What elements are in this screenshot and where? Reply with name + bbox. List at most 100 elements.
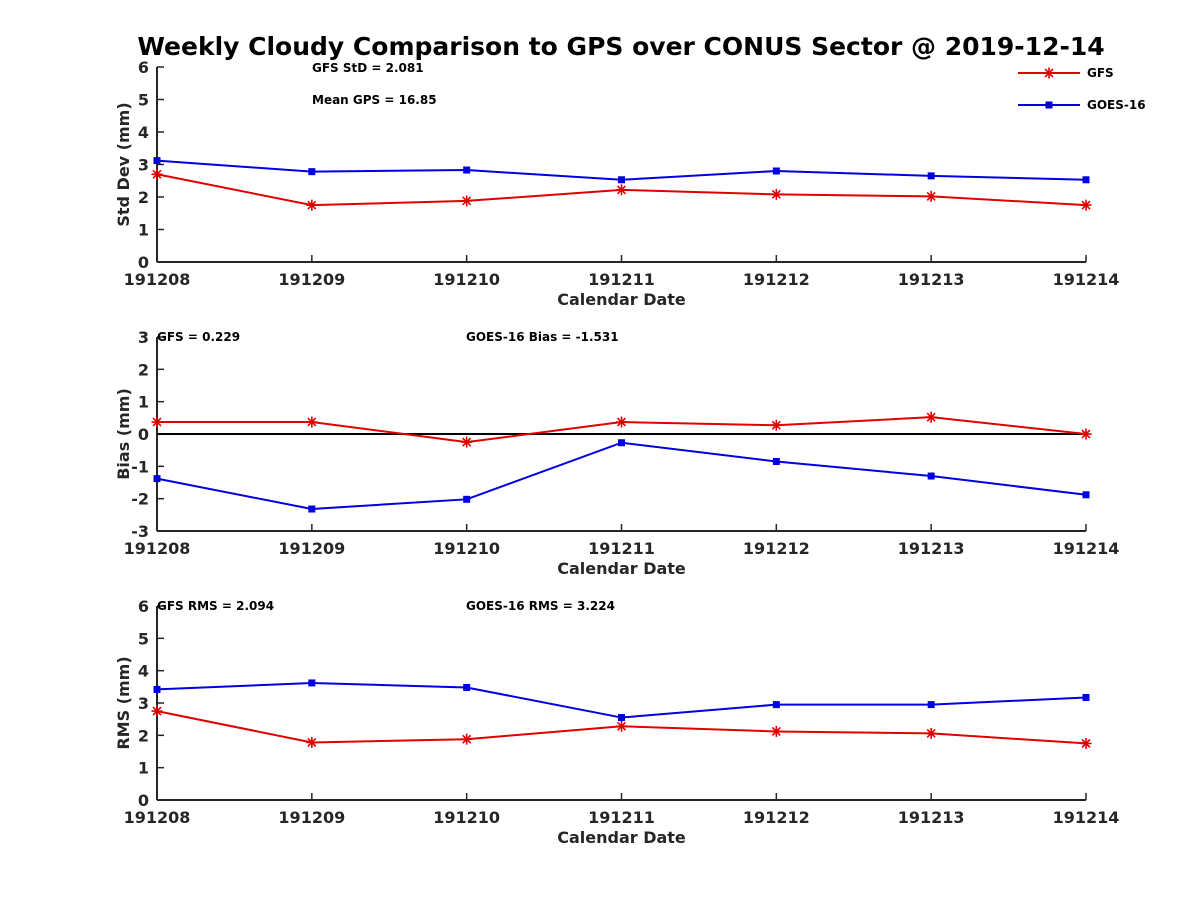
data-point (1082, 176, 1090, 184)
x-tick-label: 191212 (743, 539, 810, 558)
data-point (770, 725, 782, 737)
y-tick-label: 4 (138, 123, 149, 142)
data-point (925, 727, 937, 739)
series-goes-16 (153, 679, 1090, 722)
x-axis-label: Calendar Date (557, 559, 686, 578)
stat-annotation: Mean GPS = 16.85 (312, 93, 437, 107)
legend-marker (1043, 67, 1055, 79)
x-tick-label: 191211 (588, 270, 655, 289)
data-point (772, 701, 780, 709)
data-point (772, 457, 780, 465)
y-tick-label: 1 (138, 759, 149, 778)
stat-annotation: GOES-16 Bias = -1.531 (466, 330, 619, 344)
data-point (151, 168, 163, 180)
data-point (151, 705, 163, 717)
data-point (308, 168, 316, 176)
y-tick-label: 0 (138, 253, 149, 272)
x-axis-label: Calendar Date (557, 290, 686, 309)
x-tick-label: 191208 (124, 270, 191, 289)
data-point (1080, 737, 1092, 749)
y-tick-label: 6 (138, 597, 149, 616)
data-point (1082, 694, 1090, 702)
data-point (306, 199, 318, 211)
data-point (461, 195, 473, 207)
data-point (153, 157, 161, 165)
y-tick-label: -2 (131, 490, 149, 509)
series-gfs (151, 411, 1092, 448)
data-point (618, 176, 625, 184)
y-tick-label: -1 (131, 457, 149, 476)
x-tick-label: 191210 (433, 539, 500, 558)
x-tick-label: 191209 (278, 270, 345, 289)
data-point (925, 190, 937, 202)
data-point (772, 167, 780, 175)
data-point (463, 166, 471, 174)
x-tick-label: 191211 (588, 539, 655, 558)
data-point (770, 188, 782, 200)
data-point (1082, 491, 1090, 499)
y-axis-label: Std Dev (mm) (114, 102, 133, 226)
legend-label: GOES-16 (1087, 98, 1146, 112)
data-point (306, 416, 318, 428)
y-tick-label: 0 (138, 791, 149, 810)
series-gfs (151, 705, 1092, 749)
y-tick-label: 3 (138, 156, 149, 175)
series-gfs (151, 168, 1092, 211)
y-tick-label: -3 (131, 522, 149, 541)
y-axis-label: Bias (mm) (114, 388, 133, 480)
stat-annotation: GFS = 0.229 (157, 330, 240, 344)
x-tick-label: 191213 (898, 539, 965, 558)
data-point (618, 714, 625, 722)
x-axis-label: Calendar Date (557, 828, 686, 847)
legend-item-goes-16: GOES-16 (1018, 98, 1146, 112)
legend: GFS GOES-16 (1018, 66, 1146, 112)
data-point (306, 736, 318, 748)
y-tick-label: 6 (138, 58, 149, 77)
chart-panel-2: -3 -2 -1 0 1 2 3 191208 191209 191210 191211 191212… (114, 328, 1119, 578)
data-point (925, 411, 937, 423)
y-tick-label: 0 (138, 425, 149, 444)
legend-item-gfs: GFS (1018, 66, 1114, 80)
y-tick-label: 5 (138, 91, 149, 110)
y-tick-label: 3 (138, 694, 149, 713)
y-tick-label: 5 (138, 629, 149, 648)
series-goes-16 (153, 157, 1090, 184)
stat-annotation: GFS RMS = 2.094 (157, 599, 274, 613)
data-point (308, 679, 316, 687)
data-point (618, 439, 625, 447)
x-tick-label: 191208 (124, 808, 191, 827)
x-tick-label: 191213 (898, 270, 965, 289)
data-point (1080, 428, 1092, 440)
data-point (927, 701, 935, 709)
x-tick-label: 191210 (433, 808, 500, 827)
x-tick-label: 191212 (743, 270, 810, 289)
y-axis-label: RMS (mm) (114, 656, 133, 749)
x-tick-label: 191210 (433, 270, 500, 289)
data-point (463, 683, 471, 691)
x-tick-label: 191209 (278, 539, 345, 558)
x-tick-label: 191214 (1053, 270, 1120, 289)
x-tick-label: 191214 (1053, 539, 1120, 558)
chart-panel-3: 0 1 2 3 4 5 6 191208 191209 191210 191211 191212 191… (114, 597, 1119, 847)
x-tick-label: 191213 (898, 808, 965, 827)
y-tick-label: 1 (138, 393, 149, 412)
data-point (1080, 199, 1092, 211)
data-point (616, 184, 627, 196)
data-point (927, 172, 935, 180)
legend-label: GFS (1087, 66, 1114, 80)
y-tick-label: 3 (138, 328, 149, 347)
data-point (616, 720, 627, 732)
y-tick-label: 2 (138, 726, 149, 745)
data-point (616, 416, 627, 428)
data-point (461, 733, 473, 745)
chart-panel-1: 0 1 2 3 4 5 6 191208 191209 191210 191211 191212 191… (114, 58, 1119, 309)
x-tick-label: 191214 (1053, 808, 1120, 827)
data-point (153, 685, 161, 693)
x-tick-label: 191212 (743, 808, 810, 827)
data-point (770, 419, 782, 431)
data-point (151, 416, 163, 428)
legend-marker (1045, 101, 1053, 109)
chart-title: Weekly Cloudy Comparison to GPS over CON… (137, 32, 1104, 61)
data-point (461, 436, 473, 448)
y-tick-label: 2 (138, 188, 149, 207)
